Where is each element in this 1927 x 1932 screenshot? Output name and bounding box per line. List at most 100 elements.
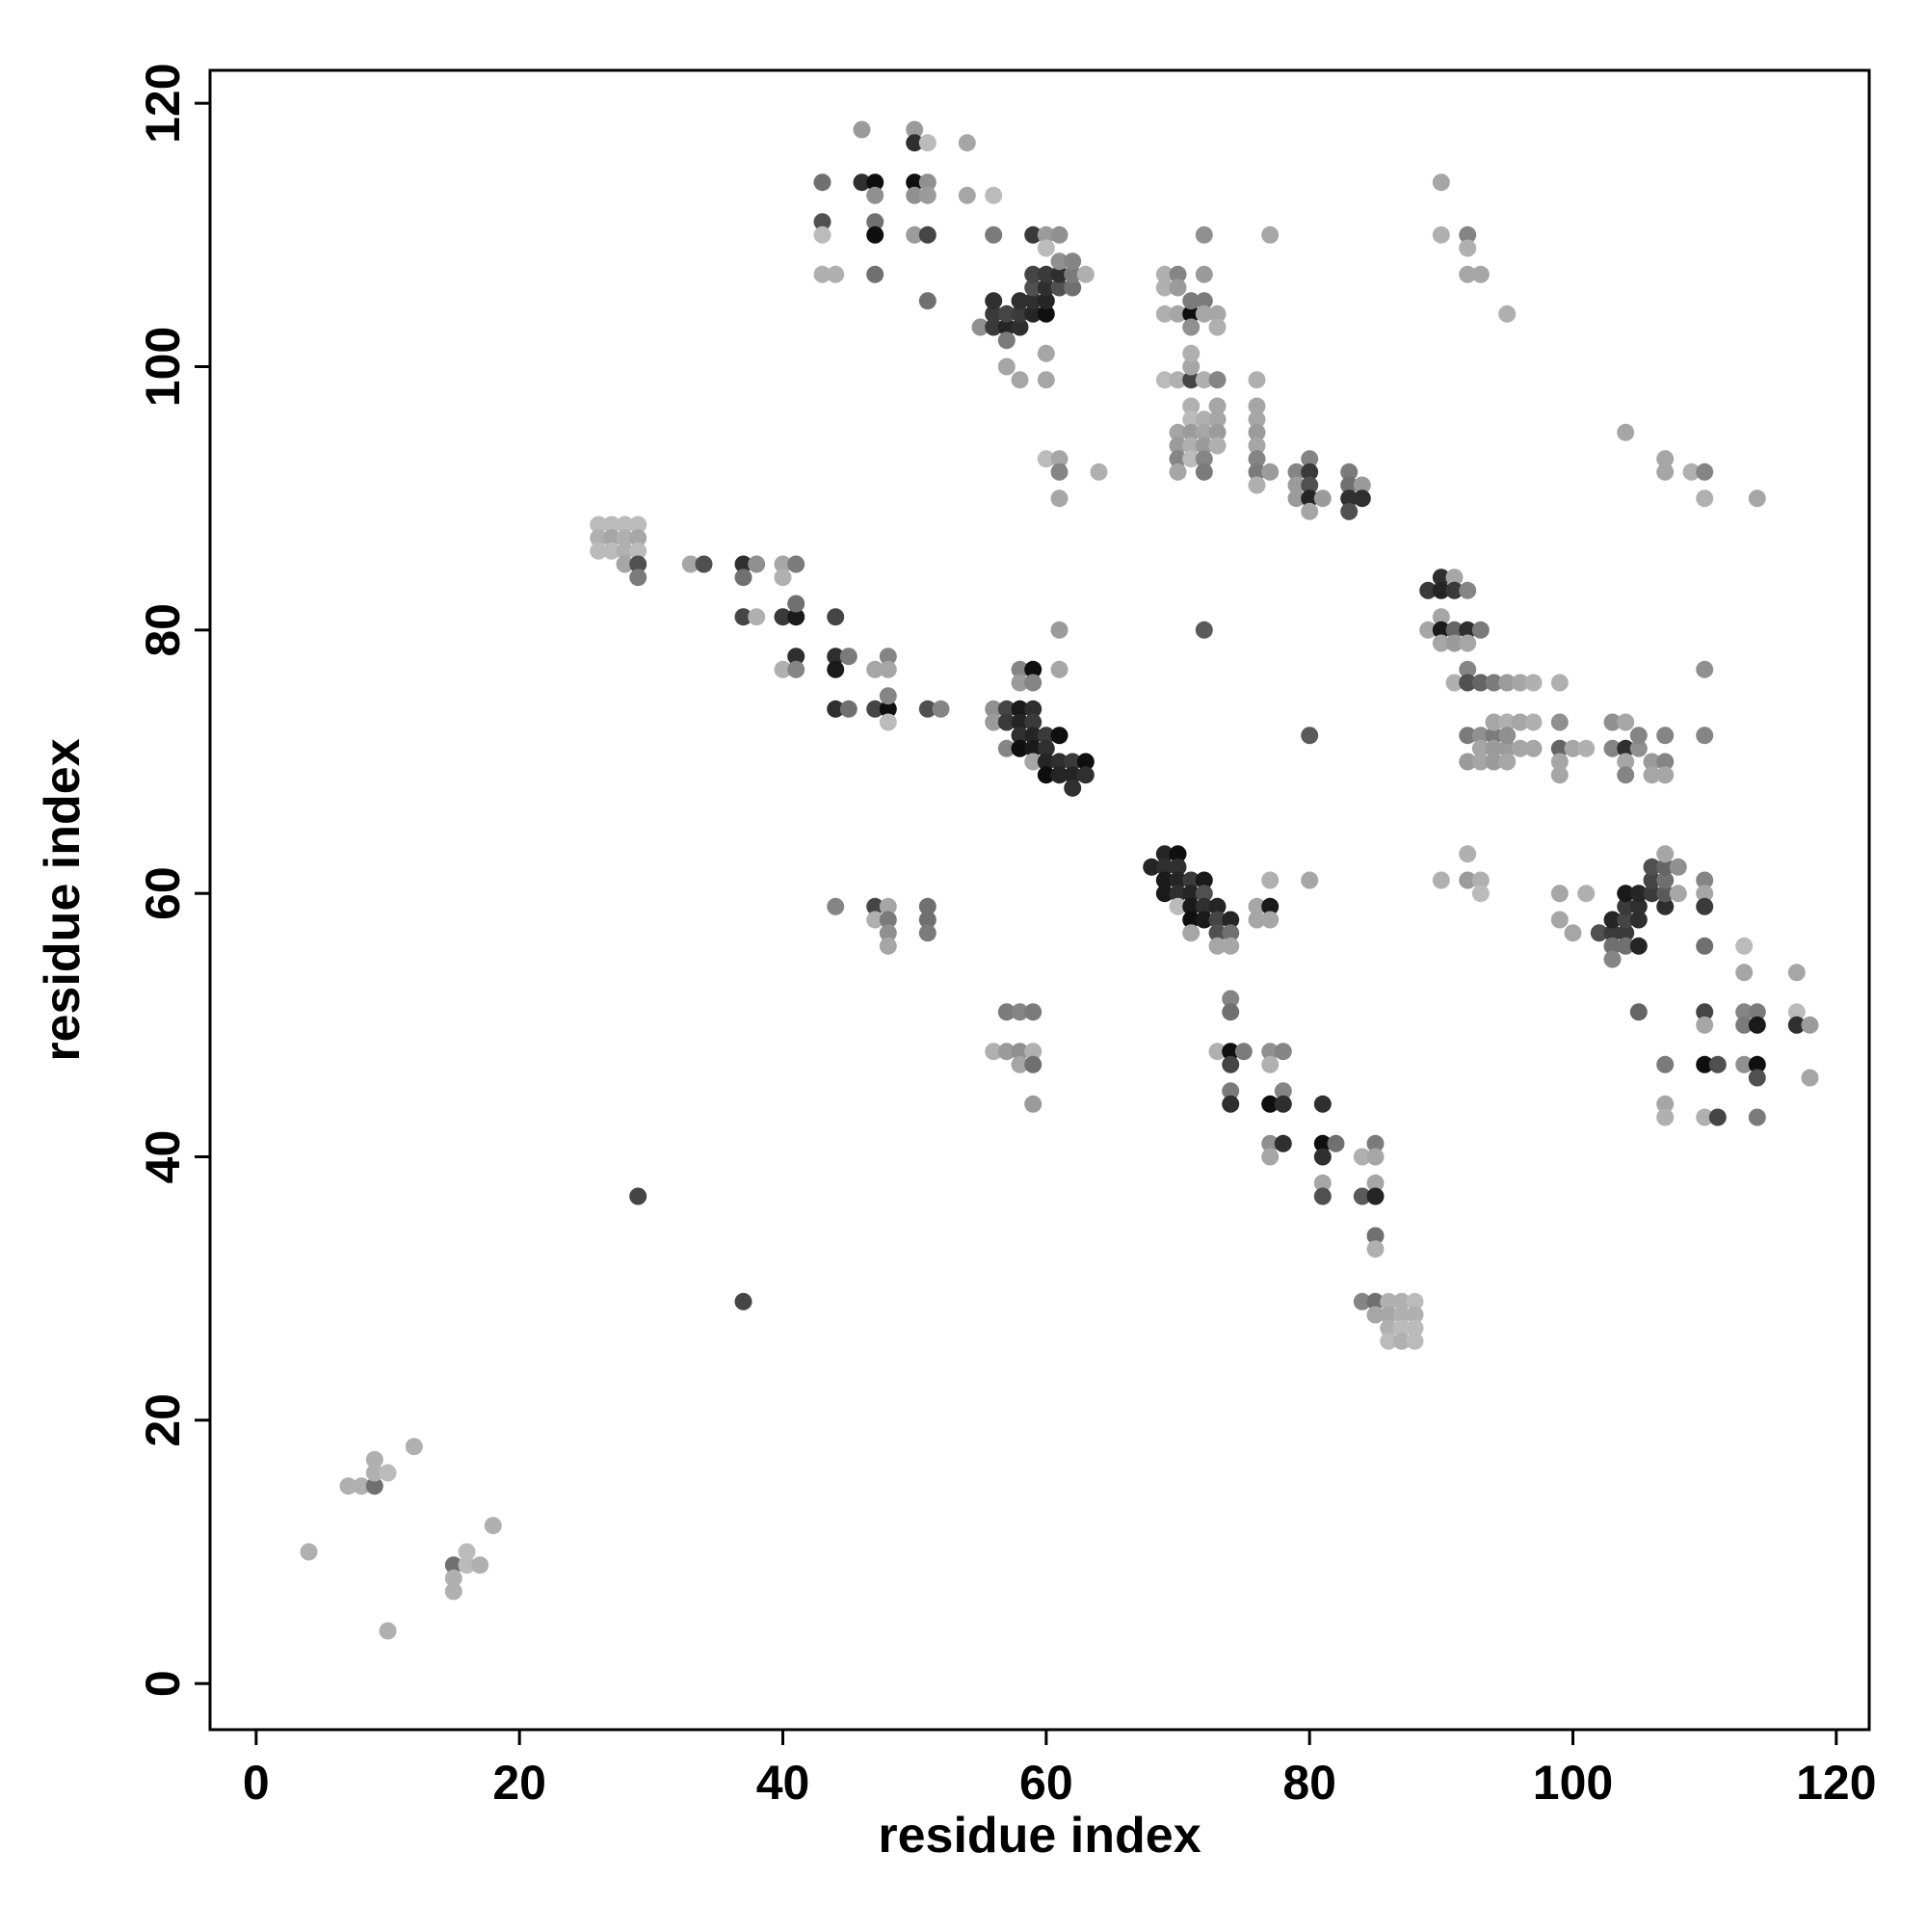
contact-point xyxy=(1629,911,1648,929)
contact-point xyxy=(1301,502,1319,520)
y-tick-label: 80 xyxy=(136,603,190,657)
contact-point xyxy=(1617,885,1635,903)
contact-point xyxy=(1459,634,1477,652)
contact-point xyxy=(1287,476,1306,494)
contact-point xyxy=(1287,490,1306,508)
contact-point xyxy=(1011,292,1029,310)
contact-point xyxy=(1024,727,1043,745)
contact-point xyxy=(1564,739,1582,757)
contact-point xyxy=(1248,450,1266,468)
x-tick-label: 100 xyxy=(1533,1756,1613,1810)
contact-point xyxy=(590,529,608,547)
contact-point xyxy=(1076,753,1095,771)
contact-point xyxy=(1024,1003,1043,1021)
contact-point xyxy=(1248,423,1266,441)
contact-point xyxy=(1143,858,1161,876)
contact-point xyxy=(1459,621,1477,639)
contact-point xyxy=(353,1477,371,1495)
contact-point xyxy=(1274,1043,1292,1061)
contact-point xyxy=(985,700,1003,718)
contact-point xyxy=(1392,1306,1411,1324)
contact-point xyxy=(1471,753,1490,771)
contact-point xyxy=(1208,371,1227,389)
contact-point xyxy=(918,186,937,204)
contact-point xyxy=(1471,739,1490,757)
x-tick-label: 60 xyxy=(1019,1756,1073,1810)
contact-point xyxy=(997,331,1016,350)
contact-point xyxy=(985,225,1003,244)
contact-point xyxy=(1182,292,1201,310)
y-tick-label: 0 xyxy=(136,1670,190,1697)
contact-point xyxy=(1011,739,1029,757)
contact-point xyxy=(1024,1095,1043,1113)
contact-point xyxy=(458,1556,476,1575)
plot-frame xyxy=(208,68,1871,1732)
contact-point xyxy=(1248,397,1266,415)
contact-point xyxy=(985,1043,1003,1061)
x-axis: 0 20 40 60 80 100 120 xyxy=(243,1730,1877,1810)
contact-point xyxy=(1656,845,1675,863)
contact-point xyxy=(1050,490,1069,508)
contact-point xyxy=(1208,410,1227,429)
contact-point xyxy=(1643,871,1661,889)
contact-point xyxy=(1169,304,1187,323)
contact-point xyxy=(1024,292,1043,310)
contact-point xyxy=(1037,450,1055,468)
contact-point xyxy=(1050,278,1069,297)
contact-point xyxy=(1195,410,1213,429)
contact-point xyxy=(1485,727,1503,745)
contact-point xyxy=(1366,1148,1385,1166)
contact-point xyxy=(906,186,924,204)
contact-point xyxy=(1261,1134,1280,1152)
contact-point xyxy=(405,1438,423,1456)
contact-point xyxy=(879,660,897,678)
contact-point xyxy=(1222,911,1240,929)
contact-point xyxy=(1301,727,1319,745)
contact-point xyxy=(853,120,871,139)
contact-point xyxy=(1498,739,1517,757)
contact-point xyxy=(1248,911,1266,929)
contact-point xyxy=(1301,476,1319,494)
contact-point xyxy=(748,555,766,573)
contact-point xyxy=(1353,1148,1371,1166)
contact-point xyxy=(1656,753,1675,771)
contact-point xyxy=(616,555,634,573)
contact-point xyxy=(1313,490,1332,508)
contact-point xyxy=(1459,660,1477,678)
contact-point xyxy=(1432,621,1450,639)
contact-point xyxy=(1656,885,1675,903)
contact-point xyxy=(866,186,884,204)
contact-point xyxy=(774,660,792,678)
contact-point xyxy=(629,529,647,547)
contact-point xyxy=(1617,753,1635,771)
contact-point xyxy=(1301,490,1319,508)
contact-point xyxy=(918,225,937,244)
y-tick-label: 60 xyxy=(136,866,190,920)
contact-point xyxy=(997,318,1016,336)
contact-point xyxy=(1511,739,1529,757)
contact-point xyxy=(1155,871,1174,889)
contact-point xyxy=(813,213,832,231)
contact-point xyxy=(444,1582,462,1601)
contact-point xyxy=(1656,858,1675,876)
contact-point xyxy=(1064,252,1082,271)
y-tick-label: 20 xyxy=(136,1393,190,1447)
contact-point xyxy=(879,687,897,705)
contact-point xyxy=(1208,397,1227,415)
contact-point xyxy=(1024,265,1043,283)
contact-point xyxy=(1208,924,1227,942)
x-axis-label: residue index xyxy=(878,1808,1201,1864)
y-tick-label: 40 xyxy=(136,1130,190,1184)
contact-point xyxy=(1182,911,1201,929)
contact-point xyxy=(879,897,897,915)
contact-point xyxy=(1037,753,1055,771)
contact-point xyxy=(1064,753,1082,771)
contact-point xyxy=(1155,278,1174,297)
contact-point xyxy=(1617,713,1635,731)
contact-point xyxy=(1366,1306,1385,1324)
contact-point xyxy=(1735,937,1754,955)
contact-point xyxy=(1511,674,1529,692)
contact-point xyxy=(866,700,884,718)
contact-point xyxy=(1459,239,1477,257)
contact-point xyxy=(866,897,884,915)
